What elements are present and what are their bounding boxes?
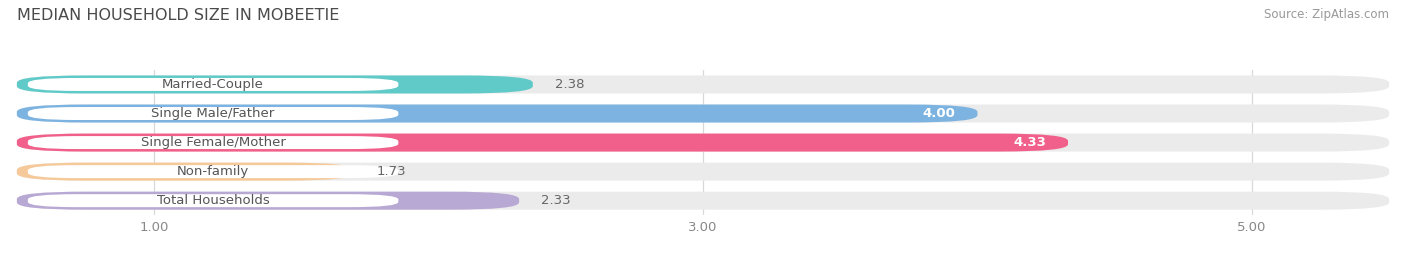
Text: Source: ZipAtlas.com: Source: ZipAtlas.com: [1264, 8, 1389, 21]
Text: Single Female/Mother: Single Female/Mother: [141, 136, 285, 149]
Text: Married-Couple: Married-Couple: [162, 78, 264, 91]
FancyBboxPatch shape: [28, 136, 398, 149]
Text: MEDIAN HOUSEHOLD SIZE IN MOBEETIE: MEDIAN HOUSEHOLD SIZE IN MOBEETIE: [17, 8, 339, 23]
FancyBboxPatch shape: [17, 105, 1389, 122]
Text: 2.38: 2.38: [555, 78, 585, 91]
Text: 1.73: 1.73: [377, 165, 406, 178]
FancyBboxPatch shape: [17, 163, 354, 180]
Text: 4.00: 4.00: [922, 107, 956, 120]
Text: Total Households: Total Households: [156, 194, 270, 207]
Text: Single Male/Father: Single Male/Father: [152, 107, 274, 120]
FancyBboxPatch shape: [17, 105, 977, 122]
FancyBboxPatch shape: [17, 76, 1389, 93]
FancyBboxPatch shape: [28, 165, 398, 178]
Text: 2.33: 2.33: [541, 194, 571, 207]
FancyBboxPatch shape: [28, 194, 398, 207]
FancyBboxPatch shape: [17, 192, 519, 210]
FancyBboxPatch shape: [17, 134, 1389, 151]
FancyBboxPatch shape: [28, 107, 398, 120]
FancyBboxPatch shape: [28, 78, 398, 91]
FancyBboxPatch shape: [17, 163, 1389, 180]
FancyBboxPatch shape: [17, 192, 1389, 210]
Text: 4.33: 4.33: [1014, 136, 1046, 149]
FancyBboxPatch shape: [17, 76, 533, 93]
FancyBboxPatch shape: [17, 134, 1069, 151]
Text: Non-family: Non-family: [177, 165, 249, 178]
